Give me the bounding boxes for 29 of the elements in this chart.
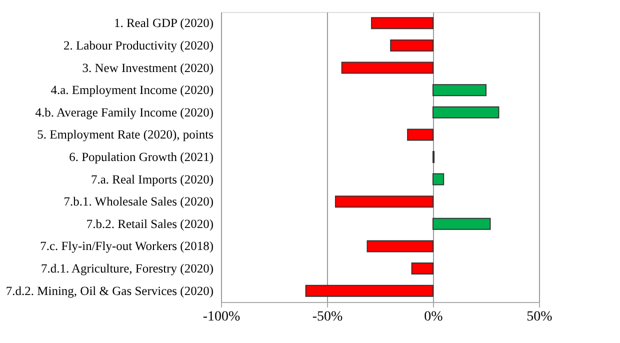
bar: [432, 218, 491, 230]
bar: [390, 39, 434, 52]
bar: [341, 62, 434, 74]
bar: [411, 262, 434, 275]
bar: [334, 196, 434, 208]
y-tick-label: 7.b.1. Wholesale Sales (2020): [64, 194, 214, 209]
bar: [432, 84, 486, 96]
y-tick-label: 7.a. Real Imports (2020): [90, 172, 214, 186]
bar: [432, 106, 500, 118]
bar: [305, 284, 434, 297]
y-tick-label: 7.d.2. Mining, Oil & Gas Services (2020): [6, 284, 214, 298]
bar: [371, 17, 434, 30]
y-tick-label: 7.c. Fly-in/Fly-out Workers (2018): [40, 239, 214, 254]
y-tick-label: 6. Population Growth (2021): [69, 150, 214, 164]
y-tick-label: 4.b. Average Family Income (2020): [35, 105, 214, 120]
y-tick-label: 5. Employment Rate (2020), points: [37, 128, 214, 142]
y-tick-label: 1. Real GDP (2020): [114, 16, 214, 30]
x-tick-label: -50%: [312, 310, 343, 324]
bar: [407, 128, 434, 141]
x-tick-label: 0%: [424, 310, 444, 324]
bar: [432, 173, 444, 186]
y-tick-label: 7.b.2. Retail Sales (2020): [86, 216, 214, 231]
x-tick-label: -100%: [202, 310, 240, 324]
y-tick-label: 3. New Investment (2020): [82, 60, 214, 75]
bar: [366, 240, 434, 252]
y-tick-label: 2. Labour Productivity (2020): [64, 38, 214, 52]
y-tick-label: 7.d.1. Agriculture, Forestry (2020): [40, 262, 214, 276]
y-tick-label: 4.a. Employment Income (2020): [50, 83, 214, 98]
x-tick-label: 50%: [526, 310, 553, 324]
